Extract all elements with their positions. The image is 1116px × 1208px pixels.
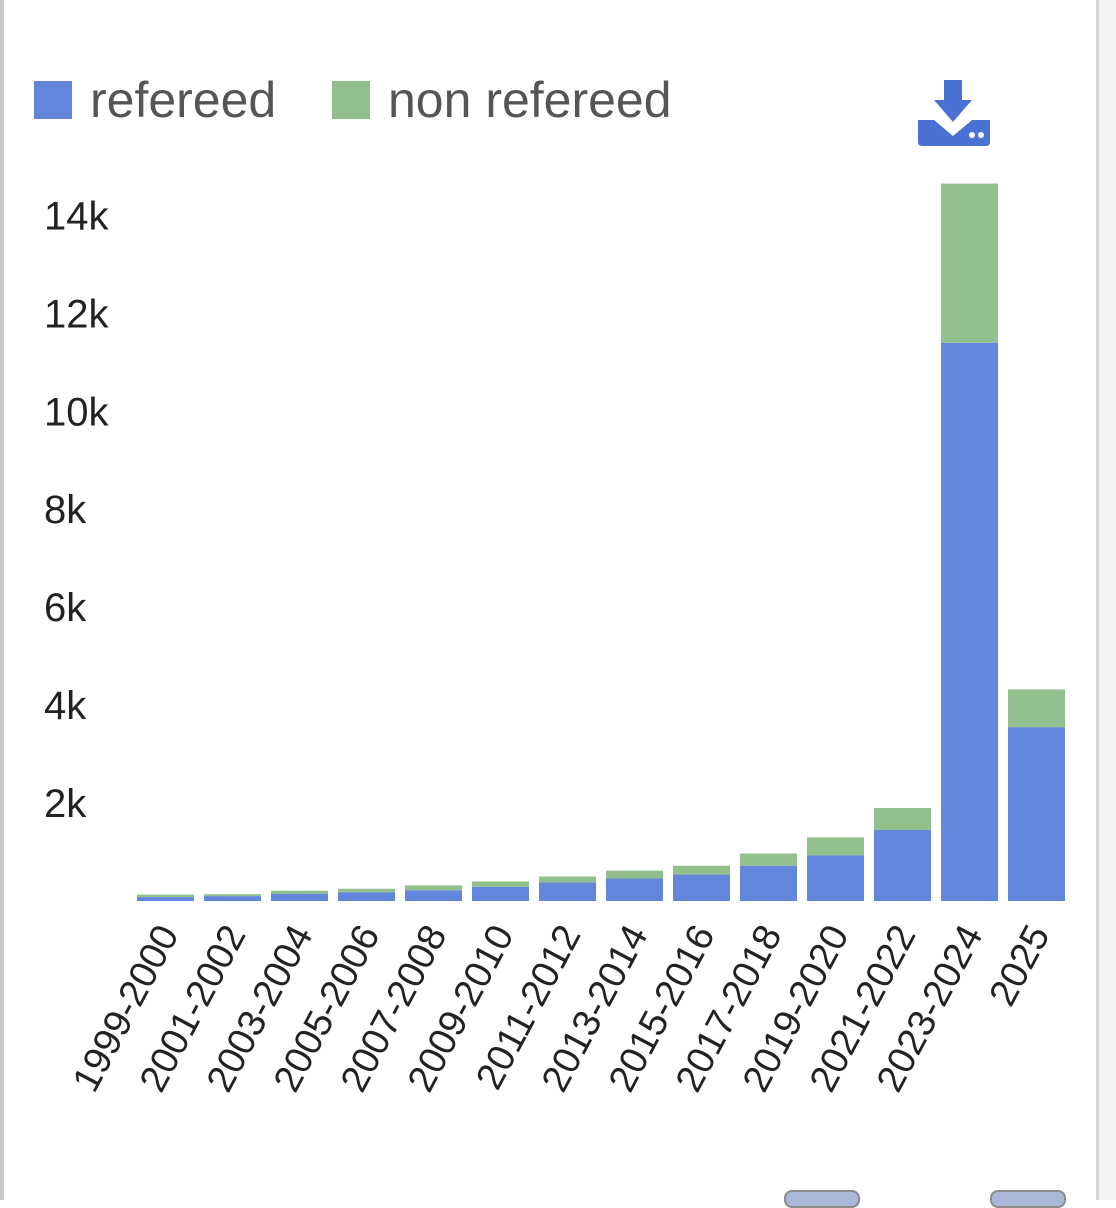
bar-refereed-2005-2006[interactable] [338, 892, 395, 901]
bar-refereed-2019-2020[interactable] [807, 855, 864, 901]
bar-refereed-2001-2002[interactable] [204, 896, 261, 901]
bar-refereed-2025[interactable] [1008, 727, 1065, 901]
y-tick-label: 6k [44, 586, 87, 630]
x-tick-label: 2025 [982, 919, 1059, 1013]
bar-non-refereed-2017-2018[interactable] [740, 853, 797, 866]
y-tick-label: 10k [44, 390, 109, 434]
y-tick-label: 2k [44, 782, 87, 826]
panel-left-border [0, 0, 4, 1200]
legend-item-refereed[interactable]: refereed [34, 70, 276, 130]
bar-non-refereed-2023-2024[interactable] [941, 183, 998, 343]
legend-swatch-non-refereed [332, 81, 370, 119]
bars-group [137, 183, 1065, 901]
panel-right-border [1096, 0, 1099, 1200]
bar-refereed-2017-2018[interactable] [740, 865, 797, 901]
scroll-handle-left[interactable] [784, 1190, 860, 1208]
bar-non-refereed-2011-2012[interactable] [539, 876, 596, 883]
legend-label-refereed: refereed [90, 72, 277, 128]
bar-non-refereed-2015-2016[interactable] [673, 865, 730, 875]
bar-refereed-2023-2024[interactable] [941, 342, 998, 901]
download-button[interactable] [914, 76, 994, 148]
y-tick-label: 4k [44, 684, 87, 728]
bar-refereed-1999-2000[interactable] [137, 897, 194, 901]
bar-refereed-2015-2016[interactable] [673, 874, 730, 901]
legend-label-non-refereed: non refereed [388, 72, 672, 128]
page-gutter [1099, 0, 1116, 1200]
bar-non-refereed-2025[interactable] [1008, 689, 1065, 728]
download-icon [918, 80, 990, 146]
scroll-handle-right[interactable] [990, 1190, 1066, 1208]
bar-non-refereed-2007-2008[interactable] [405, 885, 462, 891]
bar-non-refereed-2019-2020[interactable] [807, 837, 864, 856]
x-axis-ticks: 1999-20002001-20022003-20042005-20062007… [65, 919, 1058, 1099]
bar-non-refereed-2001-2002[interactable] [204, 894, 261, 897]
legend-swatch-refereed [34, 81, 72, 119]
bar-non-refereed-2009-2010[interactable] [472, 881, 529, 887]
legend-item-non-refereed[interactable]: non refereed [332, 70, 672, 130]
bar-non-refereed-2003-2004[interactable] [271, 890, 328, 894]
bar-refereed-2021-2022[interactable] [874, 829, 931, 901]
y-axis-ticks: 2k 4k 6k 8k 10k 12k 14k [44, 194, 109, 826]
bar-refereed-2007-2008[interactable] [405, 890, 462, 901]
bar-refereed-2009-2010[interactable] [472, 886, 529, 901]
bar-non-refereed-1999-2000[interactable] [137, 894, 194, 898]
y-tick-label: 12k [44, 292, 109, 336]
y-tick-label: 8k [44, 488, 87, 532]
bar-non-refereed-2005-2006[interactable] [338, 888, 395, 893]
bar-non-refereed-2013-2014[interactable] [606, 870, 663, 879]
bar-refereed-2013-2014[interactable] [606, 878, 663, 901]
bar-refereed-2011-2012[interactable] [539, 882, 596, 901]
bar-non-refereed-2021-2022[interactable] [874, 807, 931, 830]
y-tick-label: 14k [44, 194, 109, 238]
bar-refereed-2003-2004[interactable] [271, 893, 328, 901]
